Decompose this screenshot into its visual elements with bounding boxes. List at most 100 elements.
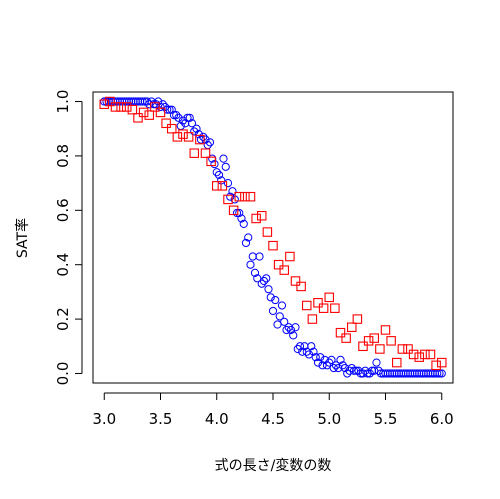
square-point [172, 132, 183, 142]
square-point [408, 349, 419, 360]
circle-point [365, 369, 374, 378]
square-point [436, 357, 447, 368]
square-point [425, 349, 436, 360]
series-1-square-points [99, 96, 447, 371]
circle-point [374, 366, 383, 375]
square-point [133, 113, 143, 123]
y-axis-title: SAT率 [14, 218, 31, 258]
circle-point [329, 363, 338, 373]
square-point [262, 227, 273, 237]
x-tick-label: 4.0 [205, 410, 229, 428]
square-point [431, 360, 441, 371]
square-point [144, 110, 155, 120]
circle-point [273, 320, 282, 329]
square-point [386, 336, 396, 346]
square-point [161, 118, 171, 129]
circle-point [178, 116, 188, 125]
circle-point [239, 219, 248, 229]
square-point [296, 281, 306, 292]
circle-point [214, 170, 224, 180]
circle-point [165, 105, 174, 114]
circle-point [226, 192, 235, 201]
circle-point [248, 252, 257, 261]
circle-point [246, 260, 255, 269]
x-tick-label: 6.0 [430, 410, 454, 428]
circle-point [190, 127, 199, 136]
square-point [380, 325, 391, 335]
circle-point [241, 238, 251, 248]
circle-point [309, 347, 318, 356]
circle-point [185, 113, 194, 122]
circle-point [286, 325, 296, 335]
circle-point [347, 363, 356, 373]
circle-point [289, 331, 298, 340]
square-point [352, 314, 363, 324]
circle-point [257, 279, 266, 288]
square-point [313, 298, 323, 308]
circle-point [316, 353, 325, 362]
square-point [256, 210, 267, 221]
circle-point [325, 358, 334, 367]
circle-point [232, 208, 242, 218]
x-tick-label: 5.0 [317, 410, 341, 428]
circle-point [223, 179, 233, 188]
circle-point [142, 97, 152, 106]
circle-point [192, 124, 201, 133]
circle-point [205, 138, 215, 147]
y-tick-label: 1.0 [54, 90, 72, 114]
circle-point [212, 168, 221, 177]
square-point [290, 276, 301, 286]
circle-point [163, 105, 172, 114]
circle-point [271, 295, 280, 305]
circle-point [336, 355, 345, 364]
square-point [217, 181, 228, 191]
square-point [155, 107, 166, 118]
circle-point [221, 162, 230, 171]
circle-point [372, 358, 381, 367]
y-tick-label: 0.8 [54, 144, 72, 168]
y-tick-label: 0.6 [54, 198, 72, 222]
square-point [223, 194, 233, 205]
circle-point [253, 274, 262, 283]
square-point [150, 102, 160, 112]
circle-point [282, 325, 291, 335]
circle-point [259, 276, 269, 286]
square-point [99, 99, 110, 109]
circle-point [313, 358, 323, 367]
circle-point [264, 285, 273, 294]
square-point [178, 129, 188, 139]
square-point [414, 352, 424, 362]
square-point [324, 292, 334, 303]
square-point [273, 259, 284, 270]
square-point [251, 213, 261, 224]
circle-point [262, 274, 271, 283]
circle-point [298, 347, 307, 356]
circle-point [437, 369, 446, 378]
circle-point [154, 97, 163, 106]
square-point [105, 96, 115, 107]
circle-point [174, 113, 183, 122]
data-points [99, 96, 447, 378]
circle-point [352, 366, 361, 375]
plot-frame [92, 91, 454, 384]
circle-point [235, 208, 244, 218]
square-point [318, 303, 329, 313]
circle-point [138, 97, 147, 106]
square-point [301, 300, 312, 311]
circle-point [250, 268, 260, 277]
circle-point [244, 233, 253, 242]
square-point [346, 322, 357, 332]
circle-point [338, 361, 347, 370]
circle-point [295, 342, 305, 351]
x-tick-label: 5.5 [374, 410, 398, 428]
y-tick-label: 0.2 [54, 307, 72, 331]
square-point [183, 132, 194, 142]
x-axis-title: 式の長さ/変数の数 [215, 457, 332, 474]
circle-point [343, 369, 352, 378]
square-point [189, 148, 200, 158]
circle-point [187, 119, 197, 128]
circle-point [280, 317, 289, 326]
y-tick-label: 0.4 [54, 253, 72, 277]
circle-point [311, 353, 320, 362]
circle-point [307, 342, 316, 351]
